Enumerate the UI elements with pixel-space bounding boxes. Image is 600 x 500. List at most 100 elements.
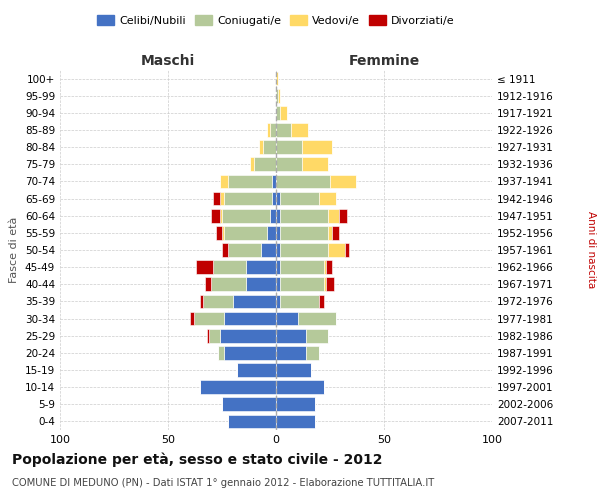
Bar (276, 174, 330, 188)
Bar (326, 260, 332, 274)
Bar (298, 312, 337, 326)
Bar (319, 294, 323, 308)
Bar (215, 226, 222, 239)
Bar (263, 140, 276, 154)
Bar (224, 346, 276, 360)
Bar (220, 329, 276, 342)
Bar (246, 260, 276, 274)
Bar (276, 89, 278, 102)
Bar (276, 414, 315, 428)
Bar (280, 226, 328, 239)
Bar (261, 243, 276, 257)
Bar (203, 294, 233, 308)
Bar (276, 158, 302, 171)
Bar (280, 209, 328, 222)
Bar (276, 260, 280, 274)
Bar (332, 226, 338, 239)
Bar (338, 209, 347, 222)
Bar (280, 192, 319, 205)
Bar (328, 243, 345, 257)
Bar (254, 158, 276, 171)
Bar (276, 123, 291, 137)
Bar (229, 174, 272, 188)
Text: Femmine: Femmine (349, 54, 419, 68)
Bar (330, 174, 356, 188)
Text: Popolazione per età, sesso e stato civile - 2012: Popolazione per età, sesso e stato civil… (12, 452, 383, 467)
Bar (278, 89, 280, 102)
Bar (205, 278, 211, 291)
Bar (220, 209, 222, 222)
Bar (276, 294, 280, 308)
Bar (276, 329, 306, 342)
Bar (302, 140, 332, 154)
Bar (276, 278, 280, 291)
Bar (194, 312, 224, 326)
Text: Maschi: Maschi (141, 54, 195, 68)
Bar (229, 414, 276, 428)
Bar (269, 209, 276, 222)
Bar (196, 260, 214, 274)
Bar (306, 329, 328, 342)
Bar (323, 278, 326, 291)
Bar (224, 226, 268, 239)
Bar (218, 346, 224, 360)
Y-axis label: Fasce di età: Fasce di età (10, 217, 19, 283)
Bar (211, 278, 246, 291)
Bar (328, 209, 338, 222)
Bar (276, 346, 306, 360)
Bar (280, 260, 323, 274)
Bar (222, 243, 229, 257)
Bar (200, 380, 276, 394)
Bar (269, 123, 276, 137)
Legend: Celibi/Nubili, Coniugati/e, Vedovi/e, Divorziati/e: Celibi/Nubili, Coniugati/e, Vedovi/e, Di… (93, 10, 459, 30)
Bar (190, 312, 194, 326)
Bar (280, 106, 287, 120)
Bar (276, 398, 315, 411)
Bar (323, 260, 326, 274)
Bar (222, 209, 269, 222)
Bar (250, 158, 254, 171)
Bar (214, 192, 220, 205)
Bar (276, 380, 323, 394)
Bar (302, 158, 328, 171)
Bar (276, 363, 311, 377)
Bar (276, 140, 302, 154)
Bar (272, 174, 276, 188)
Bar (276, 106, 280, 120)
Bar (233, 294, 276, 308)
Bar (276, 72, 278, 86)
Bar (207, 329, 209, 342)
Bar (268, 123, 269, 137)
Bar (291, 123, 308, 137)
Bar (268, 226, 276, 239)
Bar (214, 260, 246, 274)
Bar (259, 140, 263, 154)
Bar (276, 192, 280, 205)
Bar (280, 278, 323, 291)
Text: Anni di nascita: Anni di nascita (586, 212, 596, 288)
Bar (229, 243, 261, 257)
Bar (319, 192, 337, 205)
Bar (280, 294, 319, 308)
Bar (272, 192, 276, 205)
Bar (211, 209, 220, 222)
Bar (220, 174, 229, 188)
Bar (200, 294, 203, 308)
Bar (276, 243, 280, 257)
Bar (328, 226, 332, 239)
Bar (222, 398, 276, 411)
Bar (276, 312, 298, 326)
Bar (276, 226, 280, 239)
Bar (345, 243, 349, 257)
Bar (326, 278, 334, 291)
Text: COMUNE DI MEDUNO (PN) - Dati ISTAT 1° gennaio 2012 - Elaborazione TUTTITALIA.IT: COMUNE DI MEDUNO (PN) - Dati ISTAT 1° ge… (12, 478, 434, 488)
Bar (306, 346, 319, 360)
Bar (246, 278, 276, 291)
Bar (224, 312, 276, 326)
Bar (280, 243, 328, 257)
Bar (209, 329, 220, 342)
Bar (276, 209, 280, 222)
Bar (220, 192, 224, 205)
Bar (224, 192, 272, 205)
Bar (237, 363, 276, 377)
